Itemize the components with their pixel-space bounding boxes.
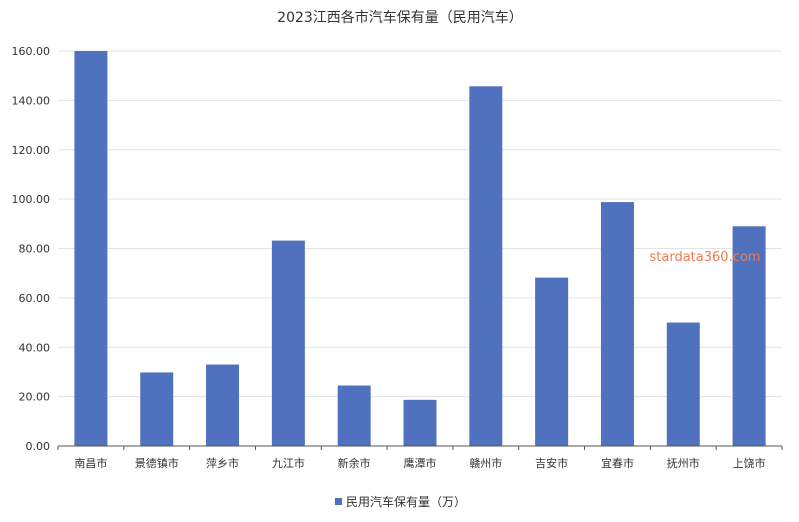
bar — [206, 364, 240, 446]
y-axis-ticks: 0.00 20.00 40.00 60.00 80.00 100.00 120.00 140.… — [12, 45, 51, 453]
bar — [666, 322, 700, 446]
x-tick-label: 上饶市 — [733, 456, 766, 470]
y-tick-label: 120.00 — [12, 144, 51, 157]
x-tick-label: 鹰潭市 — [404, 456, 437, 470]
gridlines — [58, 50, 782, 447]
y-tick-label: 40.00 — [19, 341, 51, 354]
bar — [535, 277, 569, 446]
watermark: stardata360.com — [650, 250, 761, 265]
bar — [337, 385, 371, 446]
bar — [271, 240, 305, 446]
x-tick-label: 南昌市 — [74, 456, 107, 470]
legend-label: 民用汽车保有量（万） — [346, 494, 466, 509]
bar — [140, 372, 174, 446]
bar — [600, 202, 634, 446]
legend[interactable]: 民用汽车保有量（万） — [335, 494, 466, 509]
x-axis-ticks: 南昌市 景德镇市 萍乡市 九江市 新余市 鹰潭市 赣州市 吉安市 宜春市 抚州市 上饶市 — [57, 446, 783, 470]
bar — [403, 399, 437, 446]
bars — [74, 51, 766, 446]
x-tick-label: 九江市 — [272, 456, 305, 470]
bar — [469, 86, 503, 446]
x-tick-label: 抚州市 — [667, 456, 700, 470]
bar — [732, 226, 766, 446]
bar — [74, 51, 108, 446]
x-tick-label: 吉安市 — [535, 456, 568, 470]
x-tick-label: 景德镇市 — [135, 456, 179, 470]
y-tick-label: 20.00 — [19, 391, 51, 404]
legend-swatch — [335, 498, 342, 505]
y-tick-label: 60.00 — [19, 292, 51, 305]
x-tick-label: 赣州市 — [469, 456, 502, 470]
x-tick-label: 萍乡市 — [206, 456, 239, 470]
x-tick-label: 新余市 — [338, 456, 371, 470]
y-tick-label: 100.00 — [12, 193, 51, 206]
y-tick-label: 0.00 — [26, 440, 51, 453]
x-tick-label: 宜春市 — [601, 456, 634, 470]
y-tick-label: 140.00 — [12, 94, 51, 107]
chart-title: 2023江西各市汽车保有量（民用汽车） — [277, 9, 523, 26]
y-tick-label: 160.00 — [12, 45, 51, 58]
y-tick-label: 80.00 — [19, 243, 51, 256]
